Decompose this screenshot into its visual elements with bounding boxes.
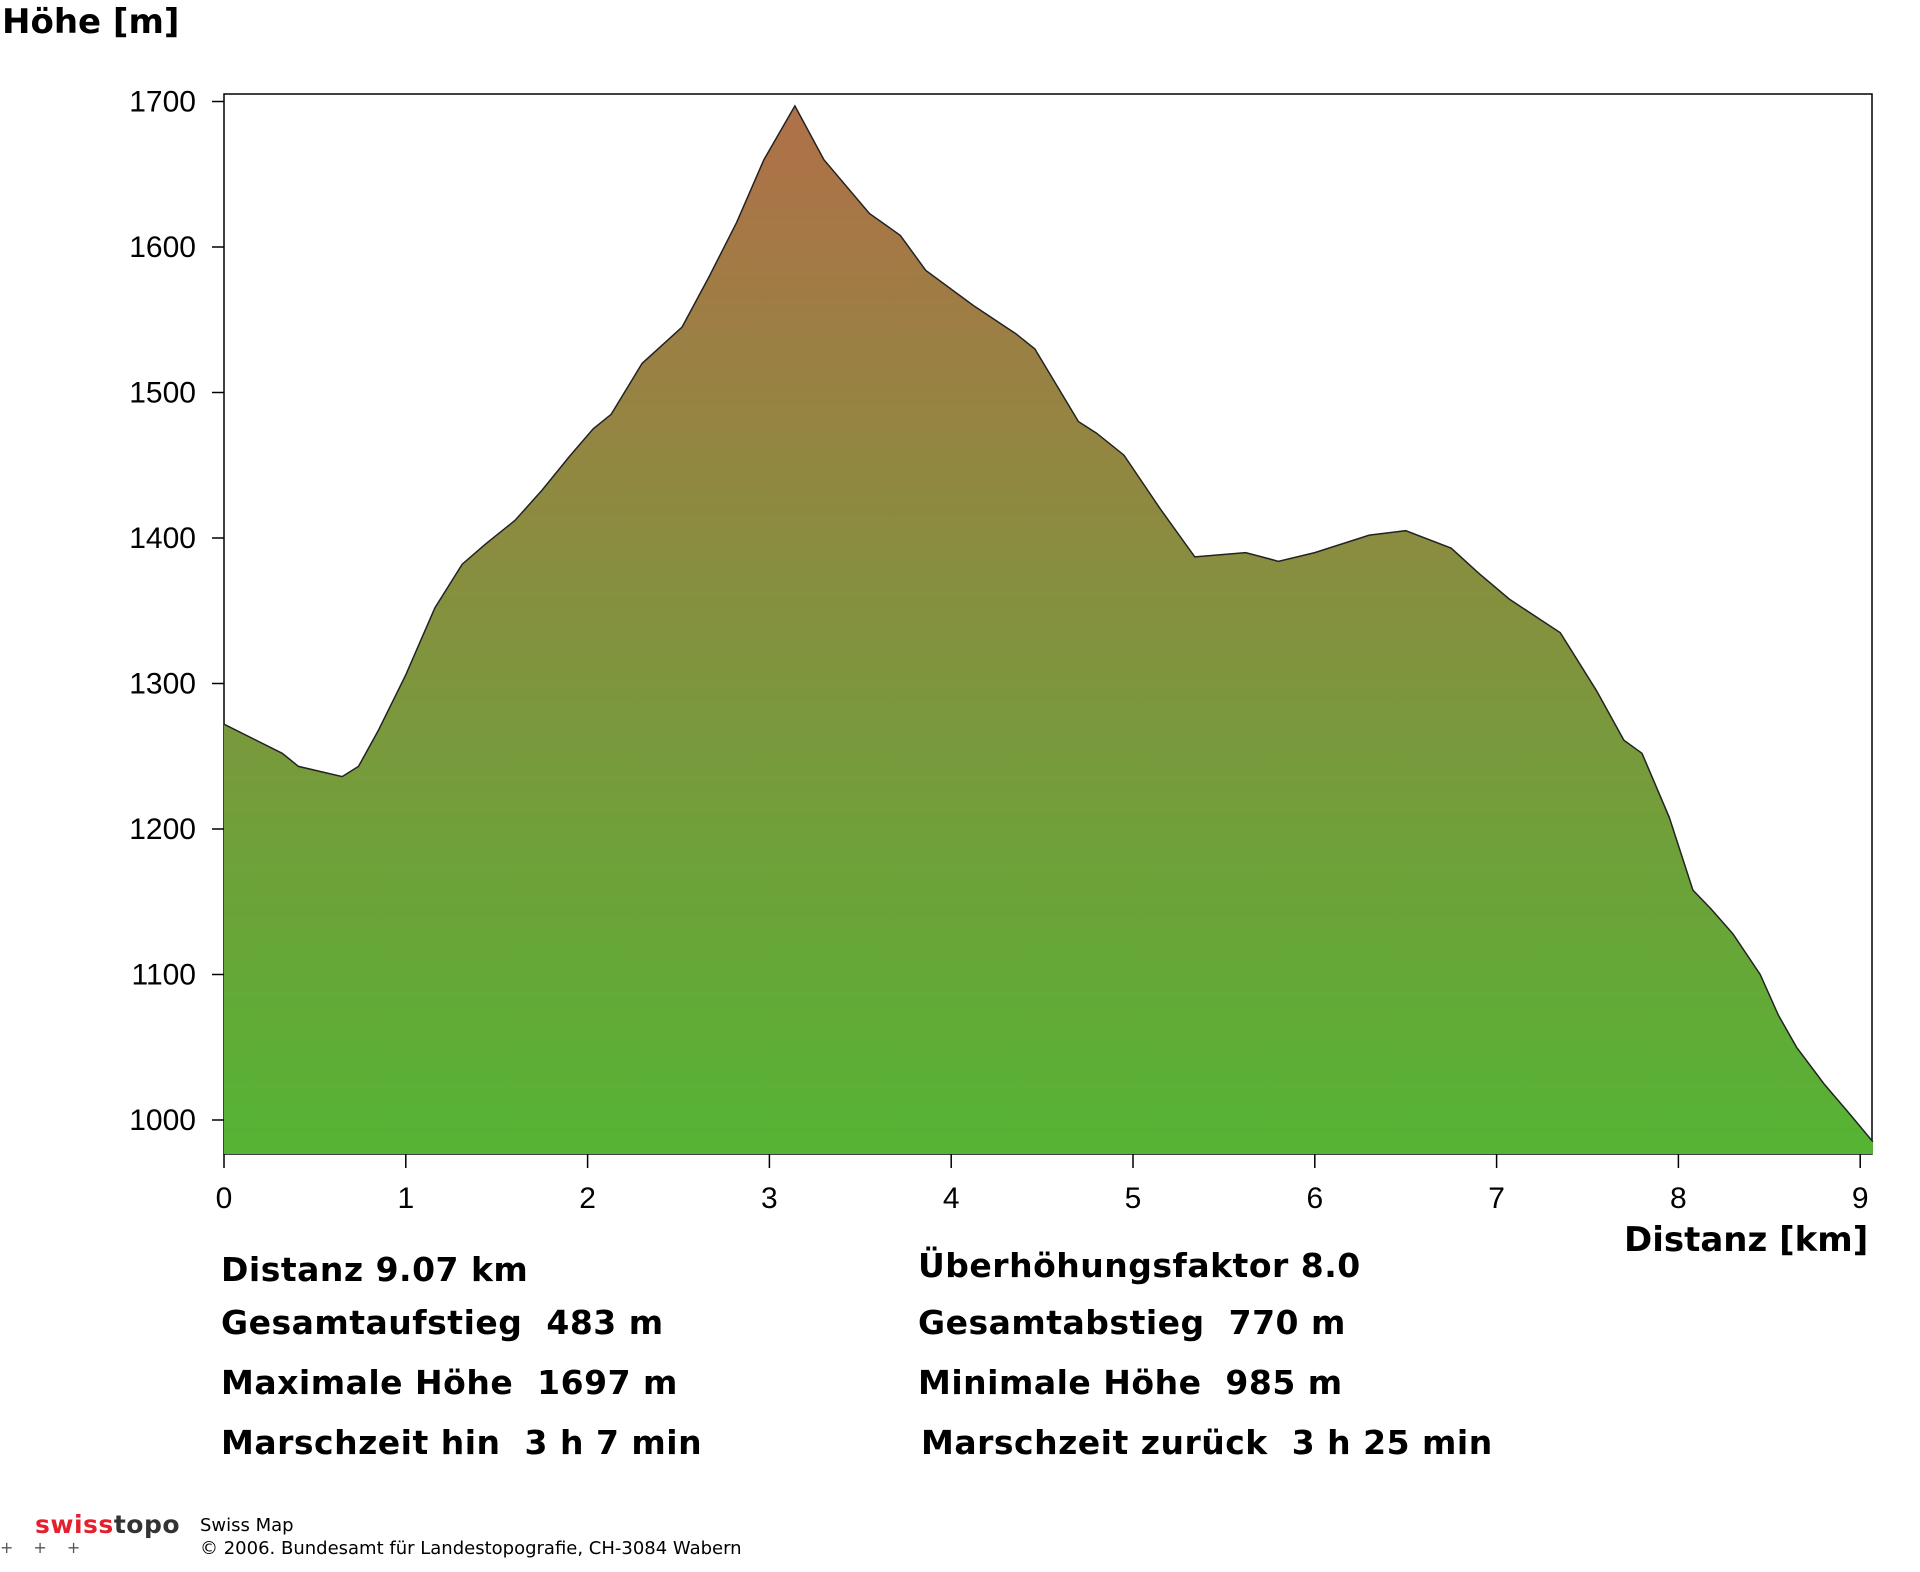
x-tick-label: 5 [1125,1182,1142,1215]
stat-gesamtaufstieg: Gesamtaufstieg 483 m [221,1303,664,1342]
y-tick-label: 1500 [129,377,196,410]
area-layer [223,104,1874,1154]
stat-gesamtabstieg: Gesamtabstieg 770 m [918,1303,1346,1342]
x-tick-label: 7 [1488,1182,1505,1215]
y-tick-label: 1600 [129,231,196,264]
stat-minimale-hoehe: Minimale Höhe 985 m [918,1363,1343,1402]
stat-distanz: Distanz 9.07 km [221,1250,529,1289]
x-tick-label: 3 [761,1182,778,1215]
x-tick-label: 2 [579,1182,596,1215]
x-tick-label: 0 [216,1182,233,1215]
stat-marschzeit-zurueck: Marschzeit zurück 3 h 25 min [921,1423,1493,1462]
y-axis-label: Höhe [m] [2,2,180,42]
stat-ueberhoehung: Überhöhungsfaktor 8.0 [918,1246,1361,1285]
cross-marks-icon: +++ [0,1538,101,1557]
logo-topo-text: topo [113,1510,181,1539]
y-tick-label: 1700 [129,86,196,119]
footer-copyright: © 2006. Bundesamt für Landestopografie, … [200,1538,742,1559]
x-tick-label: 1 [397,1182,414,1215]
y-tick-label: 1200 [129,813,196,846]
elevation-line [223,104,1874,1143]
footer-product: Swiss Map [200,1515,294,1536]
logo-swiss-text: swiss [35,1510,114,1539]
x-tick-label: 9 [1852,1182,1869,1215]
footer: swisstopo +++ Swiss Map © 2006. Bundesam… [0,1510,900,1570]
y-tick-label: 1400 [129,522,196,555]
y-tick-label: 1000 [129,1104,196,1137]
x-tick-label: 8 [1670,1182,1687,1215]
x-axis-label: Distanz [km] [1624,1220,1869,1260]
elevation-area [224,105,1873,1154]
y-tick-label: 1300 [129,668,196,701]
stat-maximale-hoehe: Maximale Höhe 1697 m [221,1363,678,1402]
y-tick-label: 1100 [131,959,196,992]
swisstopo-logo: swisstopo [35,1510,180,1539]
x-tick-label: 6 [1306,1182,1323,1215]
x-tick-label: 4 [943,1182,960,1215]
stat-marschzeit-hin: Marschzeit hin 3 h 7 min [221,1423,703,1462]
axis-layer: 1000 1100 1200 1300 1400 1500 1600 1700 0 1 2 3 4 5 6 7… [129,86,1868,1216]
